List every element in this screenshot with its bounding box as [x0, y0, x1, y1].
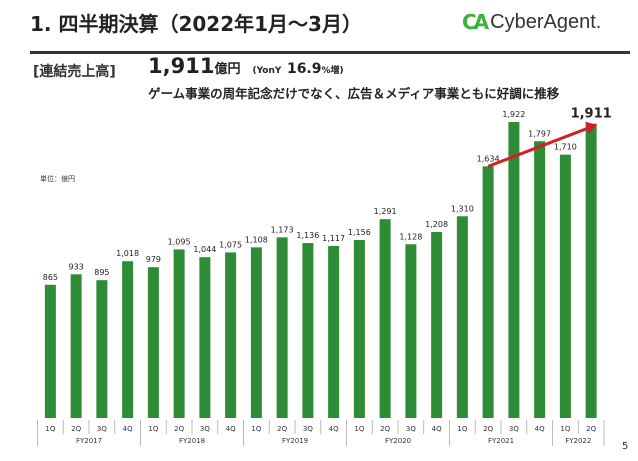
tick-label: 2Q	[586, 425, 596, 433]
revenue-unit: 億円	[214, 62, 241, 77]
tick-label: 1Q	[45, 425, 55, 433]
data-label: 1,922	[502, 110, 525, 119]
group-label: FY2018	[179, 437, 205, 445]
logo: CA CyberAgent.	[462, 10, 601, 34]
group-label: FY2022	[565, 437, 591, 445]
data-label: 1,117	[322, 234, 345, 243]
tick-label: 4Q	[226, 425, 236, 433]
data-label: 1,108	[245, 235, 268, 244]
data-label: 979	[146, 255, 161, 264]
bar	[379, 219, 391, 418]
tick-label: 1Q	[560, 425, 570, 433]
data-label: 895	[94, 268, 109, 277]
data-label: 1,156	[348, 228, 371, 237]
tick-label: 1Q	[148, 425, 158, 433]
tick-label: 2Q	[71, 425, 81, 433]
data-label: 1,710	[554, 143, 577, 152]
bar	[456, 216, 468, 418]
bar	[173, 249, 185, 418]
tick-label: 3Q	[509, 425, 519, 433]
unit-label: 単位：億円	[40, 175, 75, 183]
data-label: 1,911	[571, 107, 612, 122]
tick-label: 1Q	[354, 425, 364, 433]
title-rule	[30, 51, 630, 54]
group-label: FY2017	[76, 437, 102, 445]
tick-label: 4Q	[432, 425, 442, 433]
data-label: 1,208	[425, 220, 448, 229]
bar	[328, 245, 340, 418]
revenue-value: 1,911	[148, 54, 215, 78]
bar	[482, 166, 494, 418]
data-label: 1,291	[374, 207, 397, 216]
logo-text: CyberAgent.	[490, 10, 602, 33]
tick-label: 3Q	[200, 425, 210, 433]
tick-label: 1Q	[457, 425, 467, 433]
bar	[302, 243, 314, 418]
bar	[276, 237, 288, 418]
data-label: 1,128	[399, 232, 422, 241]
bar	[122, 261, 134, 418]
summary-label: [連結売上高]	[33, 64, 116, 80]
data-label: 1,310	[451, 204, 474, 213]
tick-label: 2Q	[277, 425, 287, 433]
data-label: 933	[68, 262, 83, 271]
tick-label: 3Q	[406, 425, 416, 433]
group-label: FY2019	[282, 437, 308, 445]
page-title: 1. 四半期決算（2022年1月～3月）	[30, 12, 362, 36]
bar	[250, 247, 262, 418]
data-label: 865	[43, 273, 58, 282]
logo-mark: CA	[462, 10, 489, 34]
bar	[44, 284, 56, 418]
bar	[559, 154, 571, 418]
tick-label: 1Q	[251, 425, 261, 433]
bar	[70, 274, 82, 418]
tick-label: 4Q	[123, 425, 133, 433]
yoy-prefix: (YonY	[252, 66, 282, 76]
bar	[508, 122, 520, 419]
summary-comment: ゲーム事業の周年記念だけでなく、広告＆メディア事業ともに好調に推移	[148, 86, 560, 101]
tick-label: 3Q	[303, 425, 313, 433]
data-label: 1,075	[219, 240, 242, 249]
arrow-head	[585, 121, 598, 134]
bar	[225, 252, 237, 418]
bar	[585, 123, 597, 419]
tick-label: 4Q	[329, 425, 339, 433]
bar	[353, 239, 365, 418]
page-number: 5	[622, 441, 629, 452]
data-label: 1,136	[296, 231, 319, 240]
data-label: 1,797	[528, 129, 551, 138]
tick-label: 2Q	[380, 425, 390, 433]
group-label: FY2020	[385, 437, 411, 445]
bar	[199, 257, 211, 418]
summary-value: 1,911億円 (YonY 16.9%増)	[148, 54, 344, 78]
tick-label: 3Q	[97, 425, 107, 433]
yoy-suffix: %増)	[321, 66, 344, 76]
bar	[96, 280, 108, 418]
bar	[431, 231, 443, 418]
group-label: FY2021	[488, 437, 514, 445]
tick-label: 2Q	[483, 425, 493, 433]
data-label: 1,173	[271, 225, 294, 234]
tick-label: 2Q	[174, 425, 184, 433]
bar	[147, 267, 159, 418]
data-label: 1,018	[116, 249, 139, 258]
bar	[405, 244, 417, 418]
yoy-value: 16.9	[286, 61, 322, 77]
bar	[534, 141, 546, 418]
trend-arrow	[487, 126, 590, 168]
data-label: 1,044	[193, 245, 216, 254]
tick-label: 4Q	[535, 425, 545, 433]
data-label: 1,095	[168, 237, 191, 246]
data-label: 1,634	[477, 154, 500, 163]
